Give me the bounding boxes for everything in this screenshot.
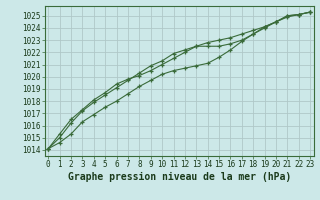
X-axis label: Graphe pression niveau de la mer (hPa): Graphe pression niveau de la mer (hPa) bbox=[68, 172, 291, 182]
